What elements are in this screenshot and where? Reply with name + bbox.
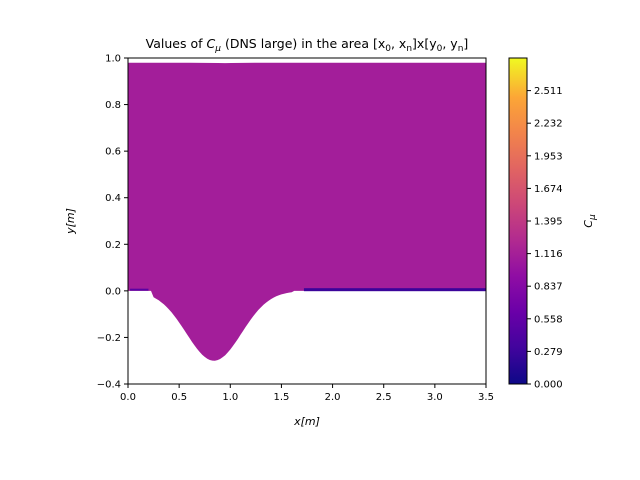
colorbar-tick-label: 0.558 xyxy=(534,314,563,325)
y-tick-label: 0.8 xyxy=(105,100,121,111)
colorbar-tick-label: 0.837 xyxy=(534,282,563,293)
colorbar xyxy=(508,57,528,385)
x-tick-label: 1.5 xyxy=(273,392,289,403)
x-tick-label: 0.5 xyxy=(171,392,187,403)
low-value-band xyxy=(303,288,486,292)
y-tick-label: 0.6 xyxy=(105,147,121,158)
colorbar-tick-label: 2.511 xyxy=(534,86,563,97)
plot-field xyxy=(128,61,486,361)
x-tick-label: 1.0 xyxy=(222,392,238,403)
y-tick-label: 0.4 xyxy=(105,193,121,204)
field-region xyxy=(128,62,486,361)
colorbar-tick-label: 0.000 xyxy=(534,380,563,391)
field-top-edge xyxy=(160,61,277,64)
left-wall-band xyxy=(130,288,149,291)
y-axis-ticks: −0.4 −0.2 0.0 0.2 0.4 0.6 0.8 1.0 xyxy=(97,54,128,391)
x-tick-label: 0.0 xyxy=(120,392,136,403)
x-tick-label: 3.0 xyxy=(427,392,443,403)
colorbar-ticks: 0.000 0.279 0.558 0.837 1.116 1.395 1.674 1.953… xyxy=(527,86,563,391)
chart-title: Values of Cμ (DNS large) in the area [x0… xyxy=(146,36,469,54)
x-axis-ticks: 0.0 0.5 1.0 1.5 2.0 2.5 3.0 3.5 xyxy=(120,384,494,403)
x-axis-label: x[m] xyxy=(293,415,320,428)
colorbar-tick-label: 0.279 xyxy=(534,347,563,358)
colorbar-tick-label: 1.395 xyxy=(534,217,563,228)
x-tick-label: 2.5 xyxy=(376,392,392,403)
y-tick-label: −0.2 xyxy=(97,333,121,344)
colorbar-tick-label: 1.116 xyxy=(534,249,563,260)
y-axis-label: y[m] xyxy=(64,208,77,235)
colorbar-tick-label: 1.674 xyxy=(534,184,563,195)
y-tick-label: −0.4 xyxy=(97,380,121,391)
plot-frame xyxy=(127,57,487,385)
y-tick-label: 0.0 xyxy=(105,286,121,297)
colorbar-tick-label: 2.232 xyxy=(534,119,563,130)
colorbar-tick-label: 1.953 xyxy=(534,151,563,162)
y-tick-label: 0.2 xyxy=(105,240,121,251)
x-tick-label: 2.0 xyxy=(325,392,341,403)
colorbar-label: Cμ xyxy=(582,214,598,228)
x-tick-label: 3.5 xyxy=(478,392,494,403)
y-tick-label: 1.0 xyxy=(105,54,121,65)
